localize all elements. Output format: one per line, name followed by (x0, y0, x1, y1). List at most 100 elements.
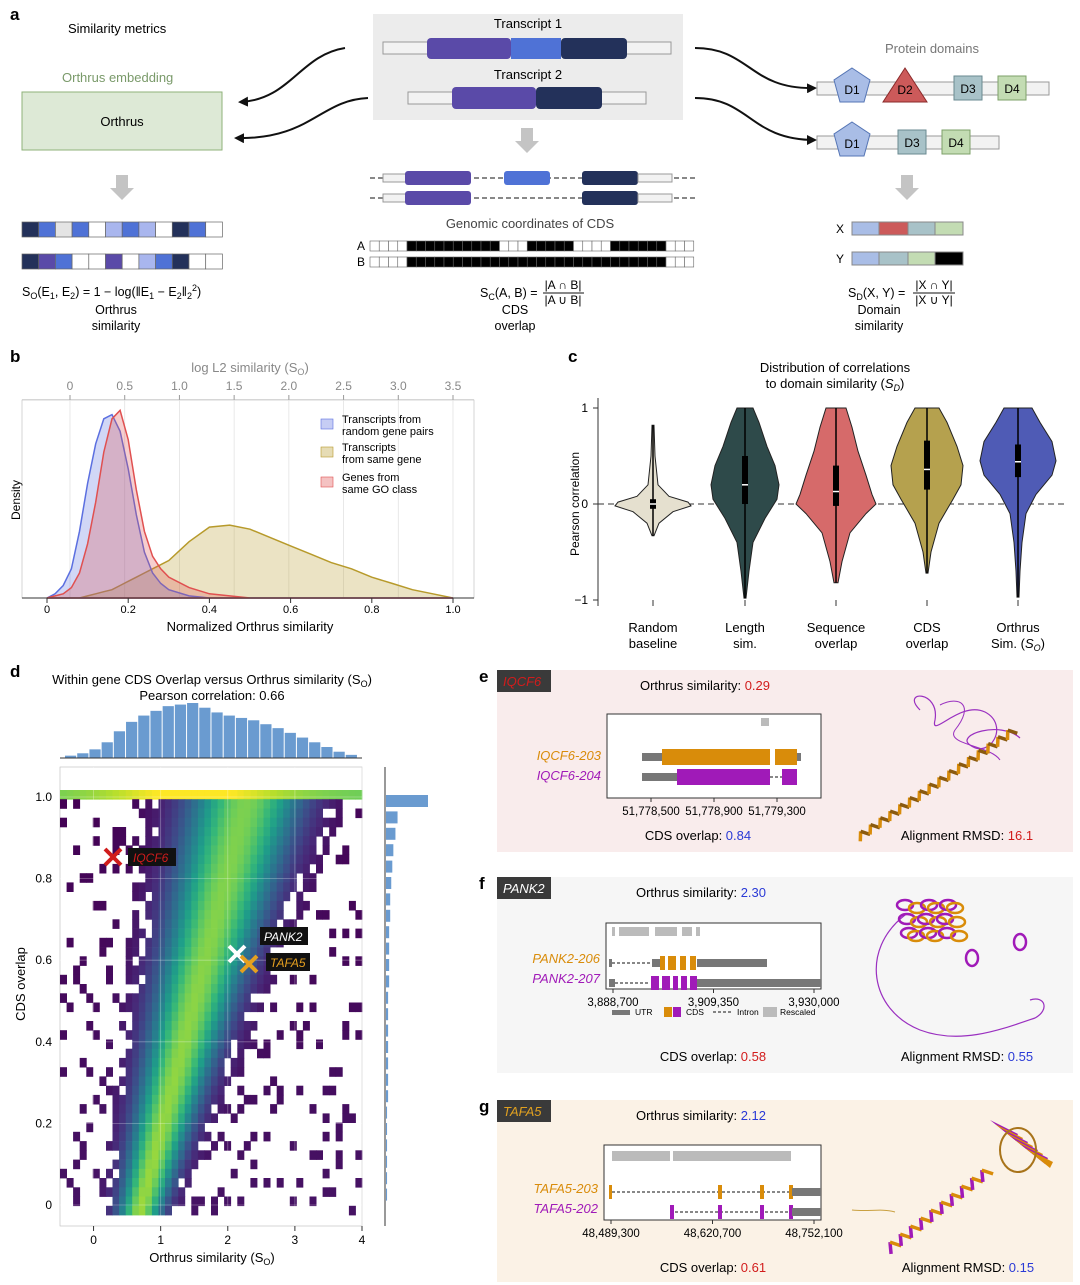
chart-d-heat-cell (138, 1039, 146, 1050)
chart-d-heat-cell (217, 790, 225, 800)
cds-cell-a (397, 240, 408, 252)
chart-d-heat-cell (204, 790, 212, 800)
chart-d-heat-cell (276, 900, 284, 911)
chart-d-heat-cell (145, 808, 153, 819)
chart-d-heat-cell (276, 836, 284, 846)
chart-d-heat-cell (66, 790, 74, 800)
chart-d-heat-cell (178, 891, 186, 902)
cds-cell-a (434, 240, 445, 252)
chart-b-series-area (47, 524, 454, 599)
chart-d-heat-cell (165, 1094, 172, 1105)
chart-d-heat-cell (125, 1150, 133, 1160)
chart-d-heat-cell (92, 817, 100, 828)
chart-d-heat-cell (342, 956, 350, 966)
e2-embedding-cell (138, 253, 156, 270)
isoform-1-label: PANK2-206 (532, 951, 600, 966)
e2-embedding-cell (88, 253, 106, 270)
chart-d-heat-cell (171, 1178, 179, 1188)
chart-d-heat-cell (263, 984, 271, 994)
chart-d-heat-cell (132, 1039, 140, 1050)
chart-d-heat-cell (145, 1057, 153, 1068)
chart-d-x-tick-label: 1 (157, 1233, 164, 1247)
chart-d-heat-cell (60, 1168, 67, 1179)
chart-d-heat-cell (257, 799, 264, 809)
chart-b-xlabel: Normalized Orthrus similarity (167, 619, 334, 634)
chart-d-heat-cell (125, 1002, 133, 1013)
chart-d-heat-cell (132, 910, 140, 920)
chart-d-heat-cell (112, 1113, 120, 1123)
chart-d-heat-cell (322, 845, 330, 855)
chart-d-heat-cell (99, 1178, 107, 1188)
chart-d-heat-cell (125, 1057, 133, 1068)
chart-d-heat-cell (132, 1067, 140, 1077)
chart-d-heat-cell (243, 947, 251, 957)
chart-d-heat-cell (132, 928, 140, 939)
chart-d-heat-cell (145, 817, 153, 828)
chart-d-heat-cell (270, 854, 278, 865)
chart-d-heat-cell (257, 863, 264, 874)
chart-b-legend-line2: random gene pairs (342, 426, 434, 438)
cds-cell-b (600, 256, 611, 268)
panel-g: g TAFA5 Orthrus similarity: 2.12 TAFA5-203 T… (479, 1097, 1073, 1282)
chart-d-heat-cell (204, 1039, 212, 1050)
chart-d-heat-cell (243, 900, 251, 911)
chart-d-heat-cell (224, 1021, 232, 1031)
chart-d-heat-cell (138, 1002, 146, 1013)
chart-d-heat-cell (60, 817, 67, 828)
chart-d-heat-cell (237, 799, 245, 809)
chart-d-heat-cell (145, 1150, 153, 1160)
chart-d-heat-cell (197, 1094, 205, 1105)
chart-d-heat-cell (237, 984, 245, 994)
chart-d-heat-cell (171, 1196, 179, 1207)
chart-d-heat-cell (112, 836, 120, 846)
chart-d-heat-cell (237, 1196, 245, 1207)
chart-d-heat-cell (158, 1168, 166, 1179)
chart-d-heat-cell (296, 808, 304, 819)
chart-d-heat-cell (276, 817, 284, 828)
chart-d-heat-cell (112, 790, 120, 800)
protein-coil (851, 1209, 896, 1213)
chart-d-heat-cell (112, 919, 120, 929)
chart-d-heat-cell (204, 808, 212, 819)
chart-d-heat-cell (296, 1039, 304, 1050)
chart-d-heat-cell (119, 1141, 127, 1151)
chart-d-heat-cell (178, 817, 186, 828)
chart-d-heat-cell (237, 1039, 245, 1050)
chart-d-heat-cell (211, 1205, 218, 1216)
cds-cell-a (406, 240, 417, 252)
cds-cell-b (526, 256, 537, 268)
chart-d-heat-cell (145, 1113, 153, 1123)
chart-d-heat-cell (217, 974, 225, 985)
chart-d-heat-cell (211, 1011, 218, 1022)
chart-d-heat-cell (158, 984, 166, 994)
chart-d-heat-cell (145, 1030, 153, 1040)
isoform-2-label: TAFA5-202 (533, 1201, 598, 1216)
e1-embedding-cell (105, 221, 123, 238)
chart-d-heat-cell (184, 919, 192, 929)
chart-d-heat-cell (342, 1030, 350, 1040)
chart-d-heat-cell (191, 873, 199, 883)
chart-d-heat-cell (138, 1094, 146, 1105)
transcript1-exon3 (561, 38, 627, 59)
chart-d-heat-cell (217, 1104, 225, 1114)
chart-d-heat-cell (184, 1011, 192, 1022)
chart-d-heat-cell (283, 790, 291, 800)
chart-d-heat-cell (79, 790, 87, 800)
chart-d-heat-cell (197, 1122, 205, 1133)
chart-d-heat-cell (237, 900, 245, 911)
chart-d-heat-cell (73, 845, 81, 855)
chart-d-heat-cell (158, 1113, 166, 1123)
cds-cell-b (369, 256, 380, 268)
chart-d-heat-cell (217, 1039, 225, 1050)
chart-d-heat-cell (158, 993, 166, 1003)
chart-d-heat-cell (171, 891, 179, 902)
chart-d-heat-cell (138, 891, 146, 902)
chart-d-top-hist-bar (272, 728, 284, 758)
chart-d-heat-cell (296, 910, 304, 920)
chart-d-heat-cell (237, 836, 245, 846)
chart-d-heat-cell (125, 863, 133, 874)
rmsd-text: Alignment RMSD: 16.1 (901, 828, 1033, 843)
chart-d-heat-cell (171, 1002, 179, 1013)
chart-d-heat-cell (243, 937, 251, 948)
chart-d-heat-cell (151, 1150, 159, 1160)
